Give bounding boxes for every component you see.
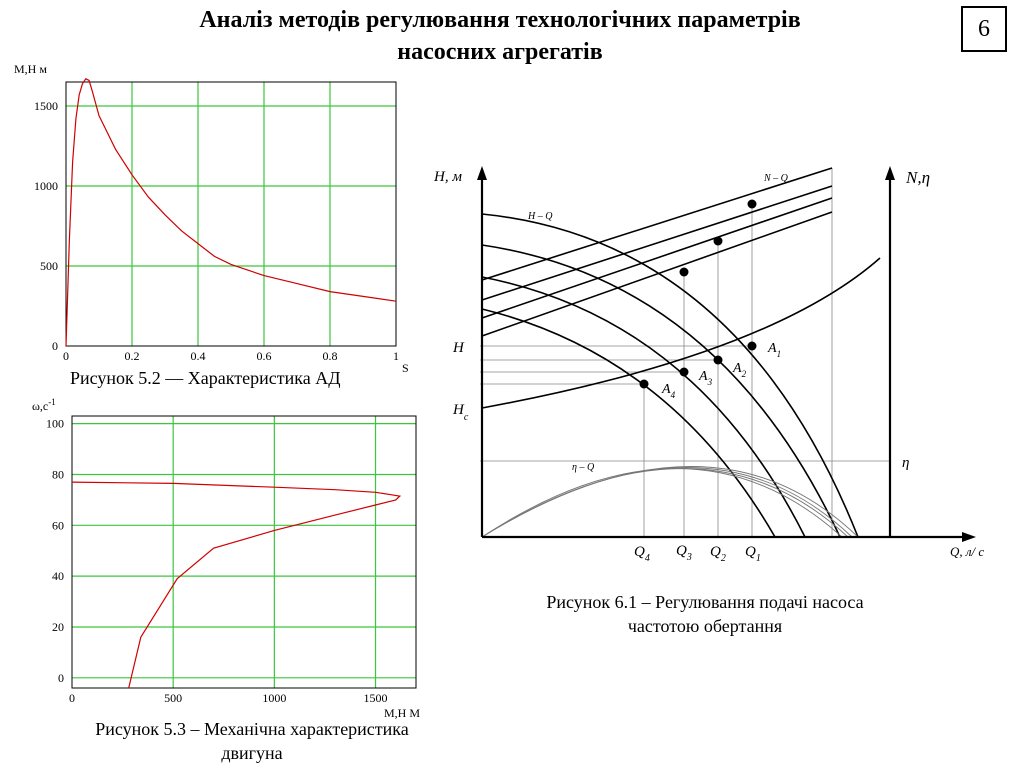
point-a3 [679,367,689,377]
chart1-xtick-label: 0.8 [323,349,338,363]
point-label-a3: A3 [698,369,713,387]
flow-mark-q1: Q1 [745,544,761,564]
chart1-ytick-label: 500 [40,259,58,273]
chart-torque-slip: 0 0.2 0.4 0.6 0.8 1 0 500 1000 1500 M,Н м S [14,62,409,375]
nq-label: N – Q [763,173,789,184]
chart1-xtick-label: 0.2 [125,349,140,363]
chart2-ytick-label: 80 [52,467,64,481]
chart2-ytick-label: 20 [52,620,64,634]
nq-line-1 [481,167,833,281]
hq-curve-3 [481,276,806,538]
chart2-ytick-label: 0 [58,671,64,685]
chart1-caption: Рисунок 5.2 — Характеристика АД [70,368,341,388]
point-label-a4: A4 [661,382,676,400]
flow-mark-q3: Q3 [676,543,692,563]
flow-mark-q4: Q4 [634,544,650,564]
eta-q-curves [481,466,859,538]
chart1-xtick-label: 0.6 [257,349,272,363]
page-title-line2: насосних агрегатів [397,39,603,65]
chart2-xtick-label: 1000 [262,691,286,705]
nq-line-4 [481,211,833,337]
hq-curve-4 [481,308,776,538]
left-axis-arrow-icon [477,166,487,180]
mark-h: H [452,340,465,356]
chart2-caption-line1: Рисунок 5.3 – Механічна характеристика [95,719,409,739]
system-curve [481,257,881,409]
chart1-xlabel: S [402,361,409,375]
right-axis-label: N,η [905,168,930,187]
chart2-caption-line2: двигуна [221,743,283,763]
eta-q-label: η – Q [572,462,595,473]
chart1-ylabel: M,Н м [14,62,47,76]
point-nq-2 [713,236,723,246]
chart-mechanical: 0 500 1000 1500 0 20 40 60 80 100 ω,с-1 M,Н М [32,397,420,720]
hq-label: H – Q [527,211,553,222]
chart1-ytick-label: 1000 [34,179,58,193]
page-number-badge: 6 [961,6,1007,52]
chart1-xtick-label: 0 [63,349,69,363]
chart2-ylabel: ω,с-1 [32,397,56,413]
chart1-ytick-label: 0 [52,339,58,353]
flow-mark-q2: Q2 [710,544,726,564]
left-axis-label: H, м [433,169,462,185]
right-axis-arrow-icon [885,166,895,180]
chart1-frame [65,81,397,347]
point-a1 [747,341,757,351]
point-a4 [639,379,649,389]
diagram-axes [477,166,976,542]
chart2-xlabel: M,Н М [384,706,420,720]
chart2-ytick-label: 40 [52,569,64,583]
chart2-tick-labels: 0 500 1000 1500 0 20 40 60 80 100 [46,417,388,705]
pump-regulation-diagram: H, м N,η Q, л/ с H – Q N – Q η – Q H Hc … [433,166,984,564]
chart1-xtick-label: 1 [393,349,399,363]
page-title: Аналіз методів регулювання технологічних… [60,4,940,68]
diagram-caption: Рисунок 6.1 – Регулювання подачі насоса … [490,590,920,638]
operating-points [639,199,757,389]
chart2-xtick-label: 500 [164,691,182,705]
point-a2 [713,355,723,365]
page-title-line1: Аналіз методів регулювання технологічних… [199,7,801,33]
hq-curve-1 [481,213,859,538]
point-label-a2: A2 [732,361,747,379]
diagram-labels: H, м N,η Q, л/ с H – Q N – Q η – Q H Hc … [433,168,984,564]
diagram-caption-line1: Рисунок 6.1 – Регулювання подачі насоса [546,592,864,612]
chart1-grid [66,82,396,346]
flow-axis-arrow-icon [962,532,976,542]
nq-lines [481,167,833,337]
nq-line-3 [481,197,833,319]
chart2-caption: Рисунок 5.3 – Механічна характеристика д… [42,717,462,765]
diagram-caption-line2: частотою обертання [627,616,783,636]
chart2-grid [72,416,416,688]
nq-line-2 [481,185,833,301]
hq-curve-2 [481,244,841,538]
chart2-xtick-label: 1500 [364,691,388,705]
chart2-ytick-label: 60 [52,518,64,532]
chart2-xtick-label: 0 [69,691,75,705]
chart2-ytick-label: 100 [46,417,64,431]
mark-hc: Hc [452,402,469,423]
chart1-xtick-label: 0.4 [191,349,206,363]
chart1-ytick-label: 1500 [34,99,58,113]
chart1-series-line [65,78,397,347]
mark-eta: η [902,455,909,471]
point-nq-1 [747,199,757,209]
point-label-a1: A1 [767,341,781,359]
point-nq-3 [679,267,689,277]
chart2-series-line [71,481,402,689]
flow-axis-label: Q, л/ с [950,544,984,559]
chart1-tick-labels: 0 0.2 0.4 0.6 0.8 1 0 500 1000 1500 [34,99,399,363]
chart2-frame [71,415,417,689]
